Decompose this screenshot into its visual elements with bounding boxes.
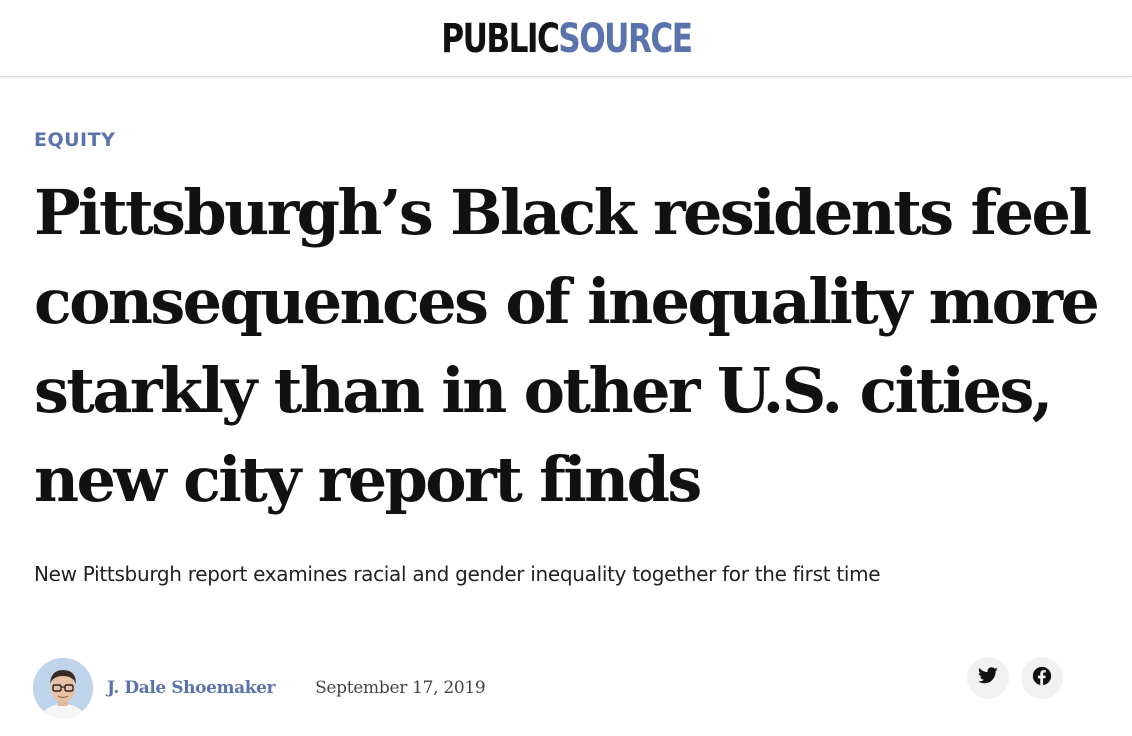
logo-text-source: SOURCE (557, 16, 693, 62)
facebook-share-button[interactable] (1021, 657, 1063, 699)
facebook-icon (1032, 666, 1052, 691)
author-avatar[interactable] (33, 658, 93, 718)
twitter-share-button[interactable] (967, 657, 1009, 699)
category-link[interactable]: EQUITY (34, 129, 116, 151)
site-header: PUBLIC SOURCE (0, 0, 1132, 77)
byline: J. Dale Shoemaker September 17, 2019 (33, 657, 486, 719)
author-link[interactable]: J. Dale Shoemaker (107, 678, 276, 698)
twitter-icon (978, 667, 998, 689)
publish-date: September 17, 2019 (315, 678, 486, 698)
article-dek: New Pittsburgh report examines racial an… (34, 562, 881, 586)
logo-text-public: PUBLIC (440, 16, 560, 62)
site-logo[interactable]: PUBLIC SOURCE (440, 16, 693, 62)
article-headline: Pittsburgh’s Black residents feel conseq… (34, 176, 1100, 516)
